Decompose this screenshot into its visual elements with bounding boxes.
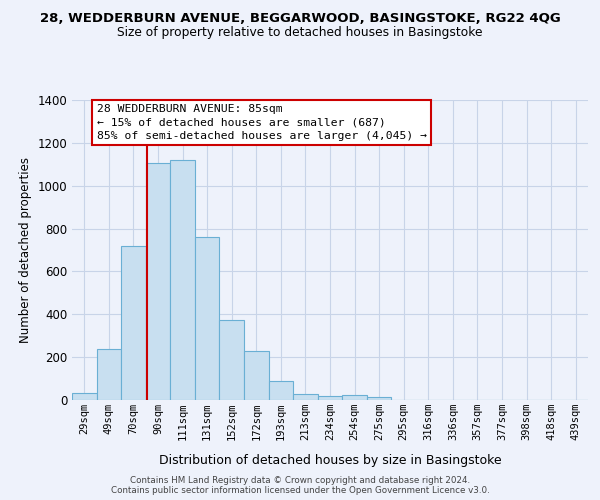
Bar	[121, 246, 146, 400]
Y-axis label: Number of detached properties: Number of detached properties	[19, 157, 32, 343]
Bar	[269, 380, 293, 400]
Bar	[170, 160, 195, 400]
Bar	[293, 394, 318, 400]
Text: Contains public sector information licensed under the Open Government Licence v3: Contains public sector information licen…	[110, 486, 490, 495]
Bar	[146, 163, 170, 400]
Bar	[97, 348, 121, 400]
Bar	[220, 320, 244, 400]
Bar	[342, 396, 367, 400]
Text: 28 WEDDERBURN AVENUE: 85sqm
← 15% of detached houses are smaller (687)
85% of se: 28 WEDDERBURN AVENUE: 85sqm ← 15% of det…	[97, 104, 427, 141]
Bar	[367, 398, 391, 400]
Text: Contains HM Land Registry data © Crown copyright and database right 2024.: Contains HM Land Registry data © Crown c…	[130, 476, 470, 485]
Bar	[318, 396, 342, 400]
Text: 28, WEDDERBURN AVENUE, BEGGARWOOD, BASINGSTOKE, RG22 4QG: 28, WEDDERBURN AVENUE, BEGGARWOOD, BASIN…	[40, 12, 560, 26]
Bar	[244, 351, 269, 400]
Bar	[195, 237, 220, 400]
X-axis label: Distribution of detached houses by size in Basingstoke: Distribution of detached houses by size …	[158, 454, 502, 467]
Bar	[72, 392, 97, 400]
Text: Size of property relative to detached houses in Basingstoke: Size of property relative to detached ho…	[117, 26, 483, 39]
